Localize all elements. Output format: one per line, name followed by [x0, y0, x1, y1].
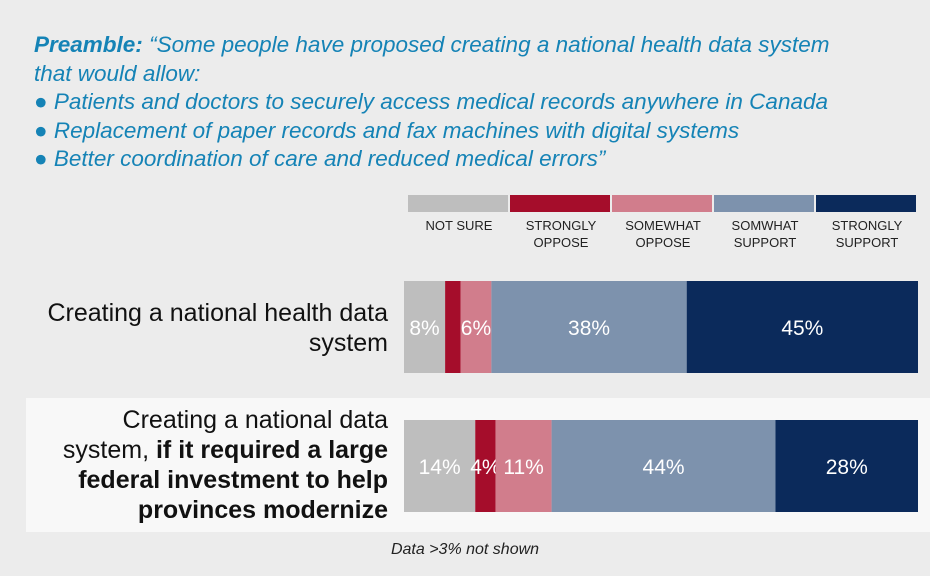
preamble-line-2: that would allow: [34, 60, 201, 86]
preamble-bullet-2: ● Replacement of paper records and fax m… [34, 117, 740, 143]
legend-label-2: STRONGLY [526, 218, 597, 233]
legend-label-2-line-2: OPPOSE [534, 235, 589, 250]
data-label-row-1-segment-4: 38% [568, 317, 610, 340]
data-label-row-1-segment-1: 8% [409, 317, 439, 340]
legend-swatch-4 [714, 195, 814, 212]
legend-label-1: NOT SURE [426, 218, 493, 233]
bar-row-2-segment-4 [551, 420, 776, 512]
bar-row-1-segment-4 [491, 281, 687, 373]
bar-row-1-segment-1 [404, 281, 446, 373]
row-label-2-plain-text: system, [62, 436, 156, 464]
data-label-row-2-segment-5: 28% [826, 456, 868, 479]
preamble: Preamble: “Some people have proposed cre… [34, 31, 914, 174]
row-label-1-line-2: system [308, 329, 388, 357]
bar-row-2-segment-5 [775, 420, 918, 512]
legend-label-3-line-2: OPPOSE [636, 235, 691, 250]
data-label-row-1-segment-3: 6% [461, 317, 491, 340]
bar-row-2-segment-3 [495, 420, 552, 512]
row-label-2-line-3: federal investment to help [78, 466, 388, 494]
bar-row-2-segment-1 [404, 420, 476, 512]
preamble-bullet-3: ● Better coordination of care and reduce… [34, 146, 606, 171]
data-label-row-2-segment-2: 4% [470, 456, 500, 479]
legend-label-3: SOMEWHAT [625, 218, 701, 233]
data-label-row-2-segment-3: 11% [503, 456, 543, 479]
data-label-row-1-segment-5: 45% [781, 317, 823, 340]
row-label-2-bold-text: if it required a large [155, 436, 388, 464]
legend-swatch-2 [510, 195, 610, 212]
preamble-quote-start: “Some people have proposed creating a na… [149, 32, 830, 57]
bar-row-1-segment-2 [445, 281, 461, 373]
footnote: Data >3% not shown [390, 541, 540, 558]
preamble-label: Preamble: [34, 32, 143, 57]
legend-swatch-5 [816, 195, 916, 212]
row-label-2-line-2: system, if it required a large [63, 435, 388, 465]
bar-row-1-segment-3 [460, 281, 492, 373]
legend-swatch-3 [612, 195, 712, 212]
row-label-1-line-1: Creating a national health data [47, 299, 388, 327]
data-label-row-2-segment-1: 14% [419, 456, 461, 479]
legend-label-5: STRONGLY [832, 218, 903, 233]
preamble-bullet-1: ● Patients and doctors to securely acces… [34, 89, 828, 114]
legend-swatch-1 [408, 195, 508, 212]
data-label-row-2-segment-4: 44% [643, 456, 685, 479]
row-label-2: Creating a national data system, if it r… [63, 405, 388, 525]
legend-label-4-line-2: SUPPORT [734, 235, 797, 250]
bar-row-2-segment-2 [475, 420, 496, 512]
preamble-line-1: Preamble: “Some people have proposed cre… [34, 31, 914, 60]
row-label-2-line-1: Creating a national data [122, 406, 388, 434]
bar-row-1-segment-5 [686, 281, 918, 373]
row-label-1: Creating a national health data system [47, 298, 388, 358]
row-label-2-line-4: provinces modernize [137, 496, 388, 524]
legend-label-5-line-2: SUPPORT [836, 235, 899, 250]
legend-label-4: SOMWHAT [732, 218, 799, 233]
